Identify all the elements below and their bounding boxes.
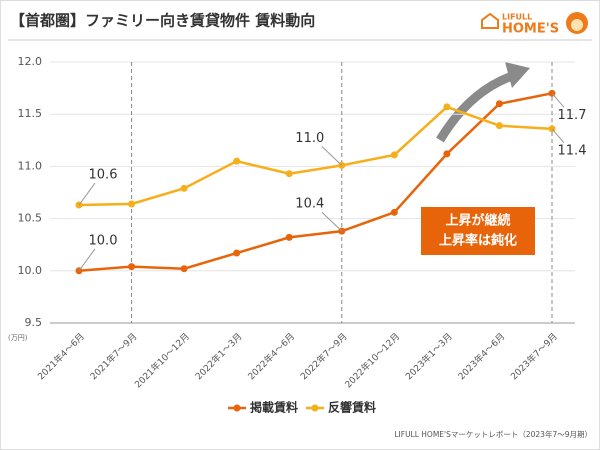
y-tick-label: 9.5 <box>25 316 43 329</box>
data-point <box>443 103 451 111</box>
data-point <box>128 263 136 271</box>
logo-house <box>481 12 499 29</box>
data-point <box>390 151 398 159</box>
series-line <box>78 105 553 207</box>
logo: LIFULL HOME'S <box>481 12 588 37</box>
data-point <box>180 265 188 273</box>
data-point <box>285 170 293 178</box>
series-line <box>78 92 553 273</box>
label-leader <box>551 128 565 144</box>
trend-arrow <box>436 70 517 143</box>
annotation-box <box>421 207 535 255</box>
data-label: 11.0 <box>295 131 324 146</box>
data-point <box>495 100 503 108</box>
data-label: 10.4 <box>295 197 324 212</box>
data-label: 10.0 <box>89 233 118 248</box>
y-tick-label: 10.5 <box>18 212 43 225</box>
label-leader <box>78 248 96 272</box>
annotation-text: 上昇が継続 <box>445 213 510 229</box>
data-point <box>495 122 503 130</box>
y-tick-label: 11.5 <box>18 107 43 120</box>
data-label: 11.7 <box>558 108 587 123</box>
data-point <box>233 157 241 165</box>
annotation-text: 上昇率は鈍化 <box>439 233 517 249</box>
source: LIFULL HOME'Sマーケットレポート（2023年7〜9月期） <box>394 429 592 439</box>
legend-marker <box>311 404 319 412</box>
y-tick-label: 11.0 <box>18 159 43 172</box>
data-label: 11.4 <box>558 143 587 158</box>
data-label: 10.6 <box>89 168 118 183</box>
logo-mascot-face <box>571 19 583 31</box>
legend-marker <box>233 404 241 412</box>
label-leader <box>78 182 96 206</box>
logo-large: HOME'S <box>502 22 559 37</box>
data-point <box>180 184 188 192</box>
legend-label: 掲載賃料 <box>250 400 298 415</box>
logo-small: LIFULL <box>502 13 532 22</box>
label-leader <box>551 92 565 108</box>
data-point <box>390 208 398 216</box>
label-leader <box>321 145 343 166</box>
data-point <box>233 249 241 257</box>
data-point <box>128 200 136 208</box>
legend-label: 反響賃料 <box>328 400 376 415</box>
label-leader <box>321 211 343 232</box>
y-tick-label: 12.0 <box>18 55 43 68</box>
chart-title: 【首都圏】ファミリー向き賃貸物件 賃料動向 <box>10 12 315 30</box>
data-point <box>285 233 293 241</box>
y-unit: (万円) <box>8 334 28 342</box>
y-tick-label: 10.0 <box>18 264 43 277</box>
data-point <box>443 150 451 158</box>
trend-arrow-head <box>505 62 530 88</box>
